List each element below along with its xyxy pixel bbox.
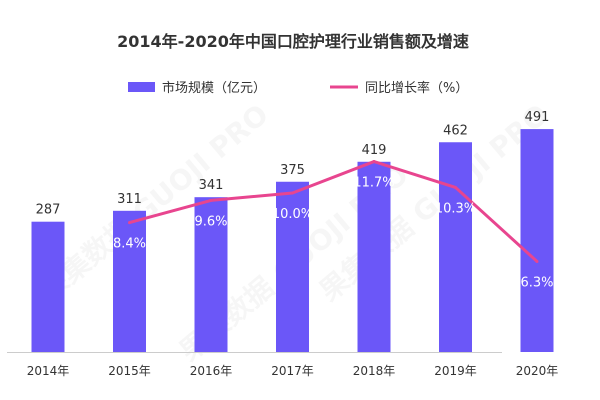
bar-value-label: 462	[443, 123, 468, 138]
x-tick-label: 2020年	[516, 364, 559, 378]
growth-point	[535, 259, 539, 263]
bar	[276, 181, 309, 352]
chart-title: 2014年-2020年中国口腔护理行业销售额及增速	[117, 32, 469, 51]
line-value-label: 11.7%	[353, 176, 394, 191]
bar-value-label: 287	[36, 203, 61, 218]
bar	[31, 221, 65, 352]
watermark-text: 果集数据 GUOJI PRO	[33, 98, 275, 308]
bar	[439, 142, 472, 352]
legend-bar-swatch	[128, 82, 155, 92]
x-tick-label: 2017年	[271, 364, 314, 378]
growth-point	[454, 185, 457, 189]
growth-point	[372, 160, 376, 164]
legend-line-label: 同比增长率（%）	[365, 80, 468, 96]
bar	[357, 161, 391, 352]
bar	[113, 210, 146, 352]
bar-value-label: 311	[117, 192, 142, 207]
growth-point	[291, 191, 294, 195]
x-tick-label: 2016年	[190, 364, 233, 378]
growth-line	[129, 160, 539, 263]
line-value-label: 6.3%	[520, 275, 553, 290]
line-value-label: 9.6%	[194, 214, 227, 229]
bar-value-label: 491	[525, 110, 550, 125]
x-tick-label: 2014年	[27, 364, 70, 378]
growth-point	[128, 221, 131, 225]
line-value-label: 8.4%	[113, 237, 146, 252]
bar	[194, 197, 228, 352]
legend-bar-label: 市场规模（亿元）	[162, 80, 266, 96]
x-tick-label: 2019年	[434, 364, 477, 378]
x-tick-label: 2015年	[108, 364, 151, 378]
line-value-label: 10.3%	[435, 201, 476, 216]
line-value-label: 10.0%	[272, 207, 313, 222]
growth-point	[209, 198, 213, 202]
bar-value-label: 419	[362, 143, 387, 158]
bar-value-label: 341	[199, 178, 224, 193]
x-tick-label: 2018年	[353, 364, 396, 378]
bar-value-label: 375	[280, 163, 305, 178]
bar	[520, 129, 554, 352]
